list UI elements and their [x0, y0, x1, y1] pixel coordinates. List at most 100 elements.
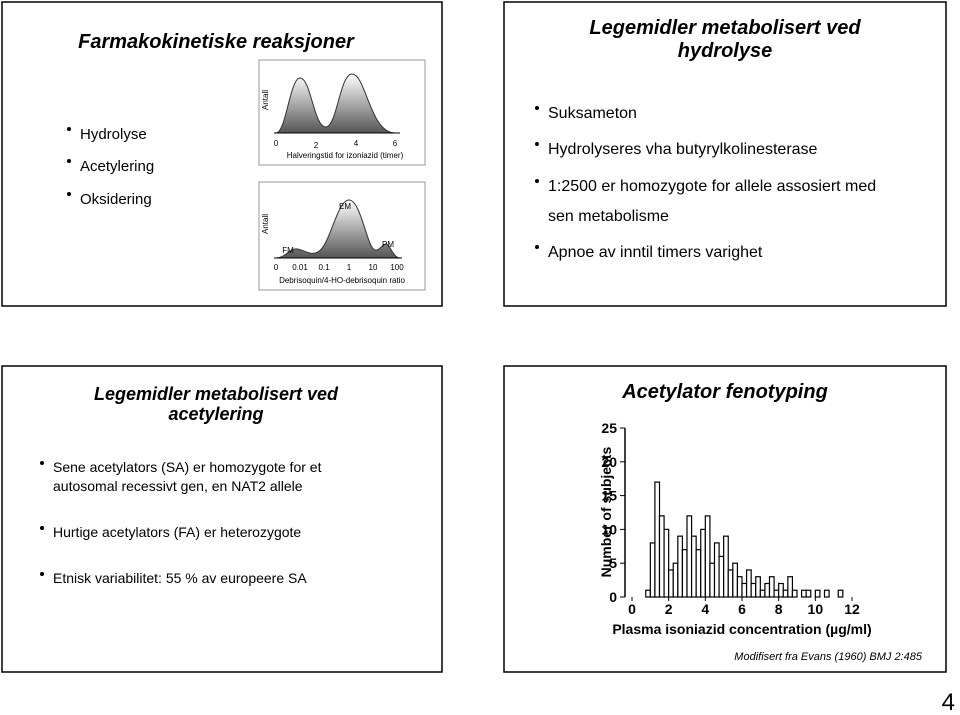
bullet: [535, 245, 539, 249]
slide: [503, 365, 947, 673]
bullet-text: Hydrolyseres vha butyrylkolinesterase: [548, 141, 818, 158]
bar: [658, 515, 665, 598]
tick-label: 100: [390, 263, 404, 272]
bullet: [40, 461, 44, 465]
bar: [690, 535, 697, 598]
bar: [713, 542, 720, 598]
y-tick-label: 20: [601, 454, 617, 470]
figure: Antall 0 2 4 6 Halveringstid for izoniaz…: [258, 59, 426, 166]
slide-title: Farmakokinetiske reaksjoner: [78, 31, 355, 53]
bar: [668, 569, 674, 598]
curve-label: PM: [382, 240, 394, 249]
bar: [773, 589, 780, 598]
slide: [503, 1, 947, 307]
distribution-curve: [275, 199, 401, 259]
y-tick-label: 5: [609, 555, 617, 571]
caption: Modifisert fra Evans (1960) BMJ 2:485: [734, 651, 923, 663]
bullet-text: Oksidering: [80, 191, 152, 208]
curve-label: FM: [282, 246, 294, 255]
tick-label: 6: [393, 139, 398, 148]
y-tick-label: 15: [601, 488, 617, 504]
bullet-text: Sene acetylators (SA) er homozygote for …: [53, 459, 322, 475]
figure: Antall EM FM PM 0 0.01 0.1 1 10 100 Debr…: [258, 181, 426, 291]
bar: [695, 549, 702, 598]
y-tick-label: 0: [609, 589, 617, 605]
bullet: [535, 142, 539, 146]
x-tick-label: 2: [665, 601, 673, 617]
slide-title: hydrolyse: [678, 40, 772, 62]
x-tick-label: 6: [738, 601, 746, 617]
x-tick-label: 12: [844, 601, 860, 617]
bar: [663, 528, 670, 598]
bar: [823, 589, 830, 598]
bar: [681, 549, 688, 598]
x-tick-label: 4: [701, 601, 709, 617]
bullet-text: Hurtige acetylators (FA) er heterozygote: [53, 524, 301, 540]
tick-label: 1: [347, 263, 352, 272]
y-tick-label: 10: [601, 521, 617, 537]
histogram: 0 5 10 15 20 25 0 2 4 6 8 10 12 Plasma isoniazid conc…: [598, 420, 872, 637]
tick-label: 0.1: [318, 263, 330, 272]
bullet-text: Acetylering: [80, 158, 154, 175]
bar: [654, 481, 661, 598]
bar: [837, 589, 844, 598]
axis-label: Halveringstid for izoniazid (timer): [287, 151, 404, 160]
bullet: [67, 159, 71, 163]
bar: [727, 569, 734, 598]
axis-label: Antall: [261, 214, 270, 234]
bar: [677, 535, 684, 598]
bullet-text: autosomal recessivt gen, en NAT2 allele: [53, 478, 303, 494]
curve-label: EM: [339, 202, 351, 211]
tick-label: 10: [369, 263, 378, 272]
bullet-list: Sene acetylators (SA) er homozygote for …: [40, 459, 322, 586]
bar: [759, 589, 766, 598]
bar: [718, 555, 725, 598]
bar: [782, 589, 789, 598]
bar: [778, 582, 784, 598]
tick-label: 4: [354, 139, 359, 148]
bullet: [535, 106, 539, 110]
tick-label: 0.01: [292, 263, 308, 272]
axis-label: Debrisoquin/4-HO-debrisoquin ratio: [279, 276, 405, 285]
bullet-list: Hydrolyse Acetylering Oksidering: [67, 126, 154, 208]
bullet-text: Hydrolyse: [80, 126, 147, 143]
bar: [686, 515, 693, 598]
bar: [723, 535, 729, 598]
bullet-text: Etnisk variabilitet: 55 % av europeere S…: [53, 570, 307, 586]
bar: [800, 589, 807, 598]
bullet-text: sen metabolisme: [548, 208, 669, 225]
x-tick-label: 10: [808, 601, 824, 617]
y-tick-label: 25: [601, 420, 617, 436]
bullet: [40, 526, 44, 530]
bar: [672, 562, 679, 598]
bar: [787, 576, 794, 598]
bar: [814, 589, 821, 598]
tick-label: 2: [314, 141, 319, 150]
bar: [750, 582, 757, 598]
page-number: 4: [942, 689, 955, 715]
bullet-text: Suksameton: [548, 105, 637, 122]
distribution-curve: [275, 73, 396, 134]
bullet-text: 1:2500 er homozygote for allele assosier…: [548, 178, 876, 195]
bar: [709, 562, 716, 598]
bullet: [67, 192, 71, 196]
x-axis-label: Plasma isoniazid concentration (µg/ml): [612, 621, 871, 637]
bullet: [67, 127, 71, 131]
bar: [645, 589, 651, 598]
bar: [745, 569, 752, 598]
bar: [764, 582, 771, 598]
bar: [805, 589, 812, 598]
bullet-list: Suksameton Hydrolyseres vha butyrylkolin…: [535, 105, 876, 261]
tick-label: 0: [274, 139, 279, 148]
bar: [732, 562, 739, 598]
bar: [649, 542, 656, 598]
bullet: [40, 572, 44, 576]
tick-label: 0: [274, 263, 279, 272]
bar: [791, 589, 798, 598]
bullet: [535, 179, 539, 183]
slide-title: Legemidler metabolisert ved: [589, 17, 861, 39]
bullet-text: Apnoe av inntil timers varighet: [548, 244, 763, 261]
slide-title: Acetylator fenotyping: [621, 381, 828, 403]
